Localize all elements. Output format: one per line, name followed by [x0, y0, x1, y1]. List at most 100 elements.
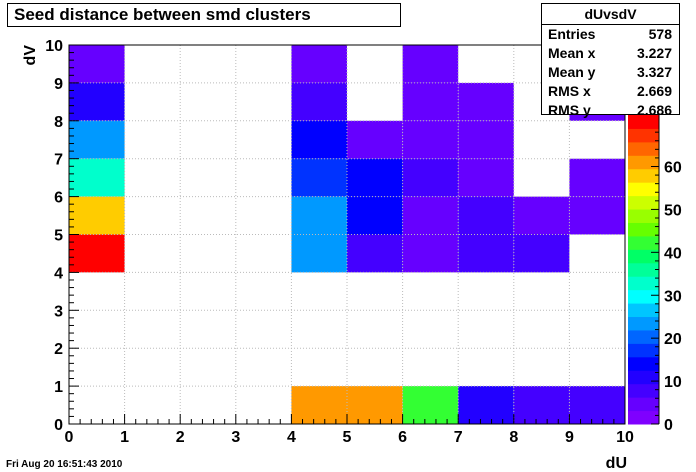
- palette-swatch: [628, 168, 659, 183]
- x-tick-label: 0: [65, 429, 74, 446]
- stats-row-rms-y: RMS y 2.686: [542, 101, 679, 120]
- palette-swatch: [628, 235, 659, 250]
- stats-row-mean-x: Mean x 3.227: [542, 44, 679, 63]
- x-tick-label: 5: [343, 429, 352, 446]
- heatmap-cell: [513, 234, 570, 273]
- stats-value: 3.227: [636, 45, 672, 61]
- palette-tick-label: 60: [664, 160, 682, 177]
- y-tick-label: 5: [54, 228, 63, 245]
- timestamp: Fri Aug 20 16:51:43 2010: [6, 459, 123, 470]
- x-tick-label: 2: [176, 429, 185, 446]
- x-tick-label: 9: [565, 429, 574, 446]
- x-axis: 0 1 2 3 4 5 6 7 8 9 10: [65, 414, 634, 446]
- heatmap-cell: [291, 196, 347, 235]
- heatmap-cell: [69, 234, 125, 273]
- heatmap-cell: [458, 120, 514, 159]
- y-tick-label: 1: [54, 379, 63, 396]
- stats-label: Entries: [548, 26, 596, 42]
- stats-label: Mean x: [548, 45, 596, 61]
- heatmap-cell: [69, 120, 125, 159]
- heatmap-cell: [569, 158, 625, 197]
- stats-row-entries: Entries 578: [542, 25, 679, 44]
- x-tick-label: 1: [120, 429, 129, 446]
- heatmap-cell: [69, 82, 125, 121]
- heatmap-cell: [402, 120, 459, 159]
- palette-swatch: [628, 115, 659, 129]
- x-tick-label: 7: [454, 429, 463, 446]
- x-tick-label: 3: [231, 429, 240, 446]
- palette-swatch: [628, 195, 659, 210]
- heatmap-cell: [69, 196, 125, 235]
- heatmap-cell: [402, 82, 459, 121]
- y-tick-label: 9: [54, 76, 63, 93]
- grid-lines: [69, 45, 625, 424]
- stats-value: 2.686: [636, 102, 672, 118]
- palette-swatch: [628, 182, 659, 197]
- palette-swatch: [628, 370, 659, 385]
- palette-tick-label: 30: [664, 288, 682, 305]
- palette-tick-label: 40: [664, 245, 682, 262]
- heatmap-cell: [458, 158, 514, 197]
- heatmap-cell: [347, 234, 403, 273]
- palette-swatch: [628, 397, 659, 412]
- y-axis-label: dV: [22, 45, 39, 66]
- palette-tick-label: 20: [664, 331, 682, 348]
- stats-value: 578: [648, 26, 672, 42]
- x-tick-label: 10: [616, 429, 634, 446]
- x-tick-label: 8: [509, 429, 518, 446]
- palette-swatch: [628, 262, 659, 277]
- palette-swatch: [628, 209, 659, 223]
- heatmap-cell: [347, 120, 403, 159]
- y-tick-label: 0: [54, 417, 63, 434]
- stats-value: 2.669: [636, 83, 672, 99]
- y-tick-label: 8: [54, 114, 63, 131]
- heatmap-cell: [402, 386, 459, 424]
- heatmap-cell: [458, 234, 514, 273]
- stats-label: Mean y: [548, 64, 596, 80]
- x-axis-label: dU: [606, 455, 627, 472]
- palette-swatch: [628, 249, 659, 264]
- heatmap-cell: [458, 386, 514, 424]
- palette-swatch: [628, 289, 659, 304]
- heatmap-cell: [69, 158, 125, 197]
- heatmap-cell: [291, 386, 347, 424]
- stats-label: RMS y: [548, 102, 591, 118]
- heatmap-cell: [291, 234, 347, 273]
- heatmap-cell: [291, 120, 347, 159]
- palette-swatch: [628, 343, 659, 358]
- y-tick-label: 3: [54, 303, 63, 320]
- heatmap-cell: [402, 234, 459, 273]
- heatmap-cell: [513, 196, 570, 235]
- palette-swatch: [628, 128, 659, 143]
- stats-histogram-name: dUvsdV: [542, 4, 679, 25]
- y-tick-label: 6: [54, 190, 63, 207]
- heatmap-cell: [513, 386, 570, 424]
- heatmap-cell: [402, 45, 459, 83]
- heatmap-cell: [402, 196, 459, 235]
- chart-title: Seed distance between smd clusters: [7, 3, 401, 27]
- heatmap-cell: [458, 82, 514, 121]
- heatmap-cell: [458, 196, 514, 235]
- palette-swatch: [628, 316, 659, 331]
- stats-box: dUvsdV Entries 578 Mean x 3.227 Mean y 3…: [541, 3, 680, 118]
- palette-swatch: [628, 410, 659, 425]
- palette-swatch: [628, 222, 659, 237]
- y-tick-label: 7: [54, 152, 63, 169]
- y-tick-label: 2: [54, 341, 63, 358]
- palette-swatch: [628, 329, 659, 344]
- palette-tick-label: 10: [664, 374, 682, 391]
- palette-swatch: [628, 356, 659, 371]
- palette-swatch: [628, 276, 659, 291]
- palette-swatch: [628, 155, 659, 170]
- color-palette: 0 10 20 30 40 50 60: [628, 115, 682, 434]
- palette-swatch: [628, 383, 659, 398]
- stats-row-mean-y: Mean y 3.327: [542, 63, 679, 82]
- heatmap-cell: [569, 386, 625, 424]
- palette-swatch: [628, 141, 659, 156]
- heatmap-cell: [291, 45, 347, 83]
- heatmap-cell: [69, 45, 125, 83]
- stats-value: 3.327: [636, 64, 672, 80]
- heatmap-cell: [291, 82, 347, 121]
- y-axis: 0 1 2 3 4 5 6 7 8 9 10: [45, 38, 79, 434]
- heatmap-cell: [347, 158, 403, 197]
